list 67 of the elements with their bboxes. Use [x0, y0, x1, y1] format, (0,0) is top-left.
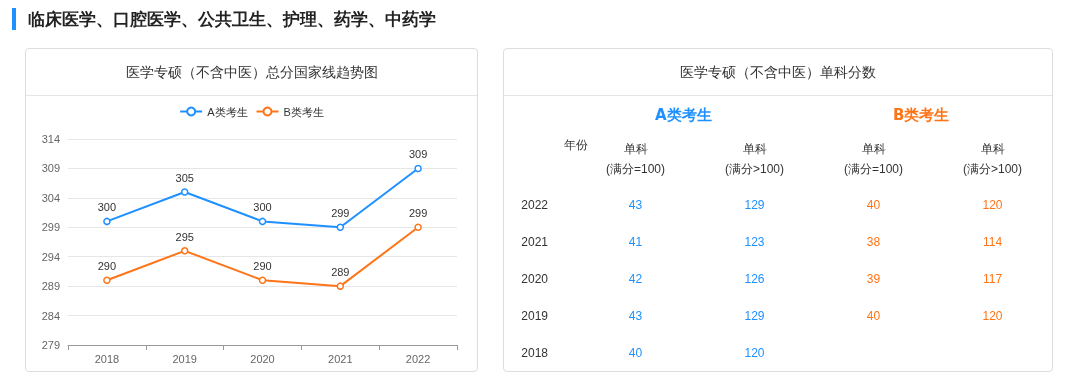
data-label: 43 [628, 308, 643, 323]
data-label: 40 [628, 345, 643, 360]
data-label: 117 [982, 272, 1003, 286]
data-label: 38 [866, 235, 881, 250]
x-tick-label: 2022 [405, 352, 431, 365]
data-label: 120 [982, 198, 1003, 213]
data-label: 123 [744, 235, 765, 250]
y-tick-label: 2019 [521, 308, 549, 323]
data-label: 43 [628, 198, 643, 213]
data-label: 129 [744, 308, 765, 323]
point [258, 217, 267, 226]
data-label: 129 [744, 198, 765, 213]
text: A类考生 [655, 105, 712, 124]
x-tick-label: 2019 [172, 352, 197, 365]
y-tick-label: 299 [41, 221, 60, 234]
y-tick-label: 289 [41, 280, 60, 293]
data-label: 309 [408, 148, 428, 161]
data-label: 290 [97, 260, 117, 273]
text: B类考生 [893, 105, 950, 124]
x-tick-label: 单科 (满分>100) [724, 142, 785, 176]
legend-label: B类考生 [283, 105, 324, 118]
data-label: 40 [866, 308, 881, 323]
y-tick-label: 284 [41, 309, 60, 322]
y-tick-label: 2022 [521, 198, 549, 213]
y-tick-label: 314 [41, 133, 60, 145]
chart-title: 医学专硕（不含中医）总分国家线趋势图 [26, 49, 477, 96]
x-tick-label: 2020 [250, 352, 275, 365]
data-label: 40 [866, 198, 881, 213]
data-label: 305 [175, 171, 194, 184]
x-tick-label: 2021 [328, 352, 353, 365]
data-label: 126 [744, 272, 765, 286]
chart-title: 医学专硕（不含中医）单科分数 [504, 49, 1052, 96]
data-label: 300 [97, 201, 117, 214]
point [414, 223, 422, 232]
y-tick-label: 294 [41, 250, 60, 263]
x-tick-label: 单科 (满分=100) [843, 142, 904, 176]
point [258, 276, 267, 285]
y-tick-label: 309 [41, 162, 60, 175]
data-label: 39 [866, 272, 881, 286]
legend-label: A类考生 [207, 105, 248, 118]
point [180, 188, 189, 196]
data-label: 300 [253, 201, 272, 214]
data-label: 41 [628, 235, 643, 250]
x-tick-label: 2018 [94, 352, 120, 365]
y-tick-label: 2020 [521, 272, 549, 286]
data-label: 289 [331, 265, 350, 278]
point [336, 282, 345, 290]
data-label: 299 [331, 207, 350, 220]
data-label: 290 [253, 260, 272, 273]
y-tick-label: 279 [41, 339, 60, 351]
data-label: 42 [628, 272, 643, 286]
x-tick-label: 单科 (满分=100) [605, 142, 666, 176]
y-tick-label: 2021 [521, 235, 549, 250]
data-label: 299 [408, 207, 428, 220]
point [180, 247, 189, 255]
data-label: 120 [982, 308, 1003, 323]
point [103, 217, 111, 226]
y-axis-title: 年份 [564, 138, 588, 152]
point [414, 164, 422, 173]
data-label: 295 [175, 230, 194, 243]
data-label: 114 [982, 235, 1003, 250]
data-label: 120 [744, 345, 765, 360]
point [103, 276, 111, 285]
text: 临床医学、口腔医学、公共卫生、护理、药学、中药学 [12, 8, 436, 30]
y-tick-label: 304 [41, 191, 60, 204]
point [336, 223, 345, 232]
x-tick-label: 单科 (满分>100) [962, 142, 1023, 176]
